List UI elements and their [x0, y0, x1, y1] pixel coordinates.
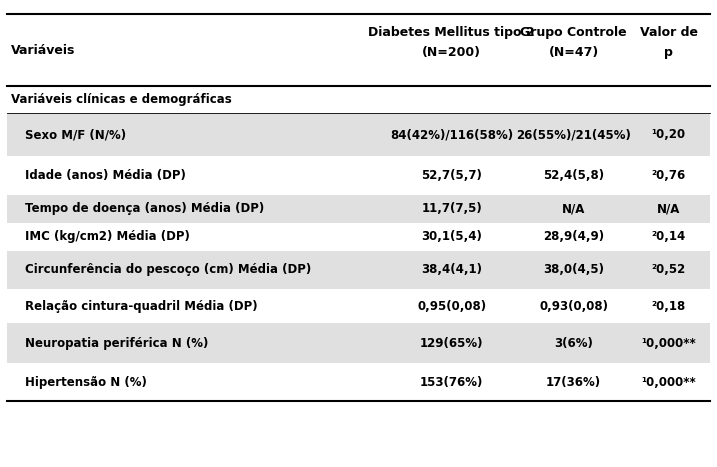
Text: 26(55%)/21(45%): 26(55%)/21(45%) — [516, 128, 631, 142]
Text: 3(6%): 3(6%) — [554, 337, 593, 349]
Text: ¹0,000**: ¹0,000** — [641, 337, 696, 349]
Text: ²0,52: ²0,52 — [652, 263, 685, 276]
Text: 52,7(5,7): 52,7(5,7) — [422, 169, 482, 182]
Bar — [7, 363, 710, 401]
Text: 38,4(4,1): 38,4(4,1) — [421, 263, 483, 276]
Text: N/A: N/A — [562, 202, 585, 215]
Text: 129(65%): 129(65%) — [420, 337, 483, 349]
Text: 0,93(0,08): 0,93(0,08) — [539, 300, 608, 312]
Text: Relação cintura-quadril Média (DP): Relação cintura-quadril Média (DP) — [25, 300, 257, 312]
Text: ²0,18: ²0,18 — [652, 300, 685, 312]
Text: ²0,14: ²0,14 — [652, 230, 685, 243]
Text: 17(36%): 17(36%) — [546, 375, 601, 389]
Text: Hipertensão N (%): Hipertensão N (%) — [25, 375, 147, 389]
Text: Tempo de doença (anos) Média (DP): Tempo de doença (anos) Média (DP) — [25, 202, 265, 215]
Bar — [7, 323, 710, 363]
Text: Variáveis: Variáveis — [11, 44, 75, 57]
Text: 38,0(4,5): 38,0(4,5) — [543, 263, 604, 276]
Text: (N=47): (N=47) — [549, 46, 599, 59]
Text: Valor de: Valor de — [640, 26, 698, 39]
Text: (N=200): (N=200) — [422, 46, 481, 59]
Text: ¹0,000**: ¹0,000** — [641, 375, 696, 389]
Text: Diabetes Mellitus tipo 2: Diabetes Mellitus tipo 2 — [369, 26, 535, 39]
Text: 153(76%): 153(76%) — [420, 375, 483, 389]
Text: Circunferência do pescoço (cm) Média (DP): Circunferência do pescoço (cm) Média (DP… — [25, 263, 311, 276]
Text: Variáveis clínicas e demográficas: Variáveis clínicas e demográficas — [11, 93, 232, 106]
Bar — [7, 251, 710, 289]
Text: 84(42%)/116(58%): 84(42%)/116(58%) — [390, 128, 513, 142]
Bar — [7, 156, 710, 195]
Text: Idade (anos) Média (DP): Idade (anos) Média (DP) — [25, 169, 186, 182]
Text: 52,4(5,8): 52,4(5,8) — [543, 169, 604, 182]
Bar — [7, 289, 710, 323]
Text: p: p — [664, 46, 673, 59]
Text: IMC (kg/cm2) Média (DP): IMC (kg/cm2) Média (DP) — [25, 230, 190, 243]
Bar — [7, 113, 710, 156]
Text: 30,1(5,4): 30,1(5,4) — [422, 230, 482, 243]
Bar — [7, 223, 710, 251]
Text: 28,9(4,9): 28,9(4,9) — [543, 230, 604, 243]
Text: Sexo M/F (N/%): Sexo M/F (N/%) — [25, 128, 126, 142]
Text: N/A: N/A — [657, 202, 680, 215]
Bar — [7, 195, 710, 223]
Text: ²0,76: ²0,76 — [652, 169, 685, 182]
Text: 11,7(7,5): 11,7(7,5) — [422, 202, 482, 215]
Text: Grupo Controle: Grupo Controle — [521, 26, 627, 39]
Text: Neuropatia periférica N (%): Neuropatia periférica N (%) — [25, 337, 209, 349]
Text: 0,95(0,08): 0,95(0,08) — [417, 300, 486, 312]
Text: ¹0,20: ¹0,20 — [652, 128, 685, 142]
